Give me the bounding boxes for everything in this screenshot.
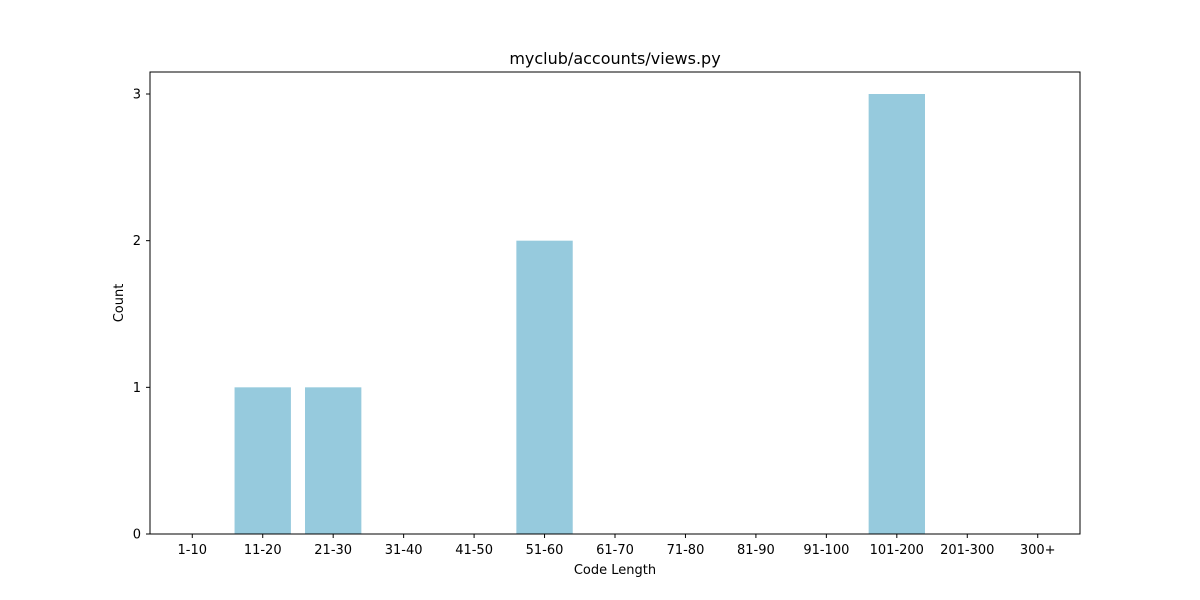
bar-21-30: [305, 387, 362, 534]
x-tick-label: 21-30: [314, 543, 352, 558]
y-tick-label: 1: [133, 381, 141, 396]
x-tick-label: 101-200: [870, 543, 924, 558]
x-tick-label: 91-100: [803, 543, 849, 558]
bar-101-200: [868, 94, 925, 534]
y-axis-label: Count: [112, 284, 127, 323]
chart-title: myclub/accounts/views.py: [509, 49, 720, 68]
x-tick-label: 1-10: [178, 543, 208, 558]
bar-11-20: [234, 387, 291, 534]
y-tick-label: 3: [133, 88, 141, 103]
bars-group: [234, 94, 925, 535]
x-tick-label: 71-80: [667, 543, 705, 558]
x-axis: 1-10 11-20 21-30 31-40 41-50 51-60 61-70 71-80 8…: [178, 534, 1056, 558]
x-axis-label: Code Length: [574, 563, 656, 578]
y-axis: 0 1 2 3: [133, 88, 150, 543]
x-tick-label: 51-60: [526, 543, 564, 558]
x-tick-label: 81-90: [737, 543, 775, 558]
bar-51-60: [516, 240, 573, 535]
x-tick-label: 41-50: [455, 543, 493, 558]
x-tick-label: 300+: [1020, 543, 1056, 558]
y-tick-label: 2: [133, 234, 141, 249]
x-tick-label: 61-70: [596, 543, 634, 558]
x-tick-label: 201-300: [940, 543, 994, 558]
x-tick-label: 11-20: [244, 543, 282, 558]
x-tick-label: 31-40: [385, 543, 423, 558]
y-tick-label: 0: [133, 528, 141, 543]
